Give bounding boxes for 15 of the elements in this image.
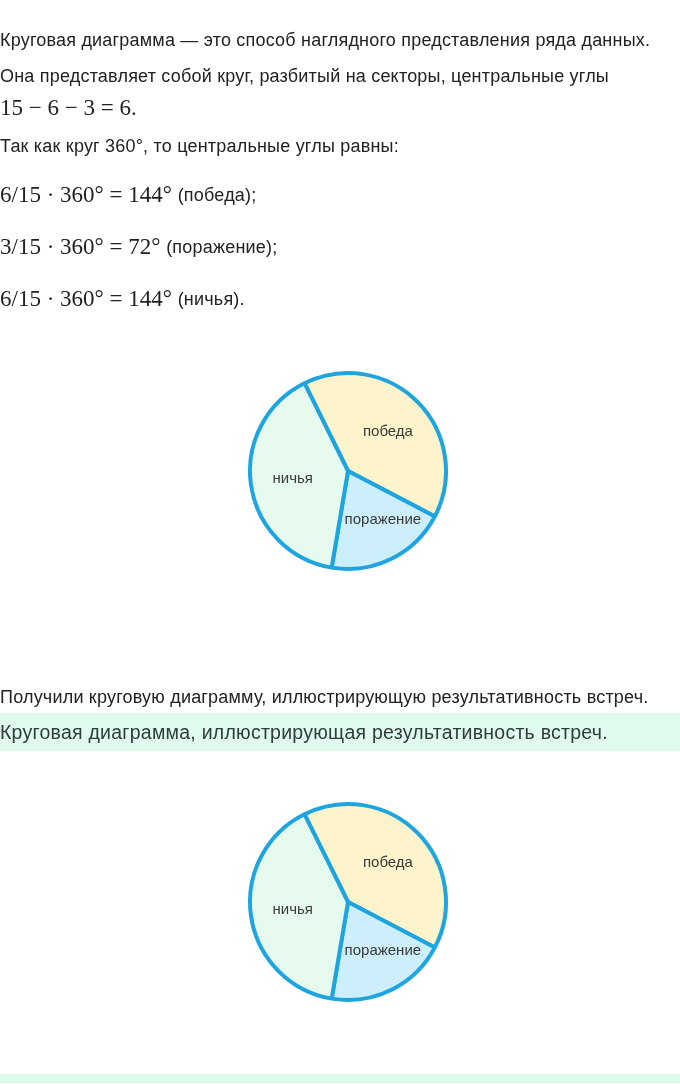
text: 15 − 6 − 3 = 6. [0, 95, 137, 121]
slice-label: ничья [272, 900, 313, 918]
slice-label: победа [362, 853, 414, 871]
text: 3/15 · 360° = 72° (поражение); [0, 234, 278, 260]
text: Круговая диаграмма — это способ наглядного представления ряда данных. [0, 30, 652, 50]
slice-label: ничья [272, 469, 313, 487]
text: Получили круговую диаграмму, иллюстрирующую результативность встреч. [0, 687, 650, 707]
text: 6/15 · 360° = 144° (ничья). [0, 286, 245, 312]
slice-label: поражение [344, 510, 422, 528]
chart-title: Круговая диаграмма, иллюстрирующая результативность встреч. [0, 720, 608, 744]
text: Так как круг 360°, то центральные углы равны: [0, 136, 400, 156]
text: 6/15 · 360° = 144° (победа); [0, 182, 257, 208]
slice-label: поражение [344, 941, 422, 959]
text: Она представляет собой круг, разбитый на секторы, центральные углы [0, 66, 610, 86]
slice-label: победа [362, 422, 414, 440]
